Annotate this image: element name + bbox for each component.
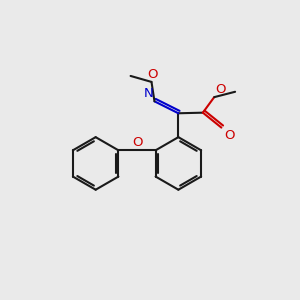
Text: N: N — [143, 87, 153, 100]
Text: O: O — [215, 83, 226, 96]
Text: O: O — [224, 129, 234, 142]
Text: O: O — [147, 68, 157, 81]
Text: O: O — [132, 136, 142, 148]
